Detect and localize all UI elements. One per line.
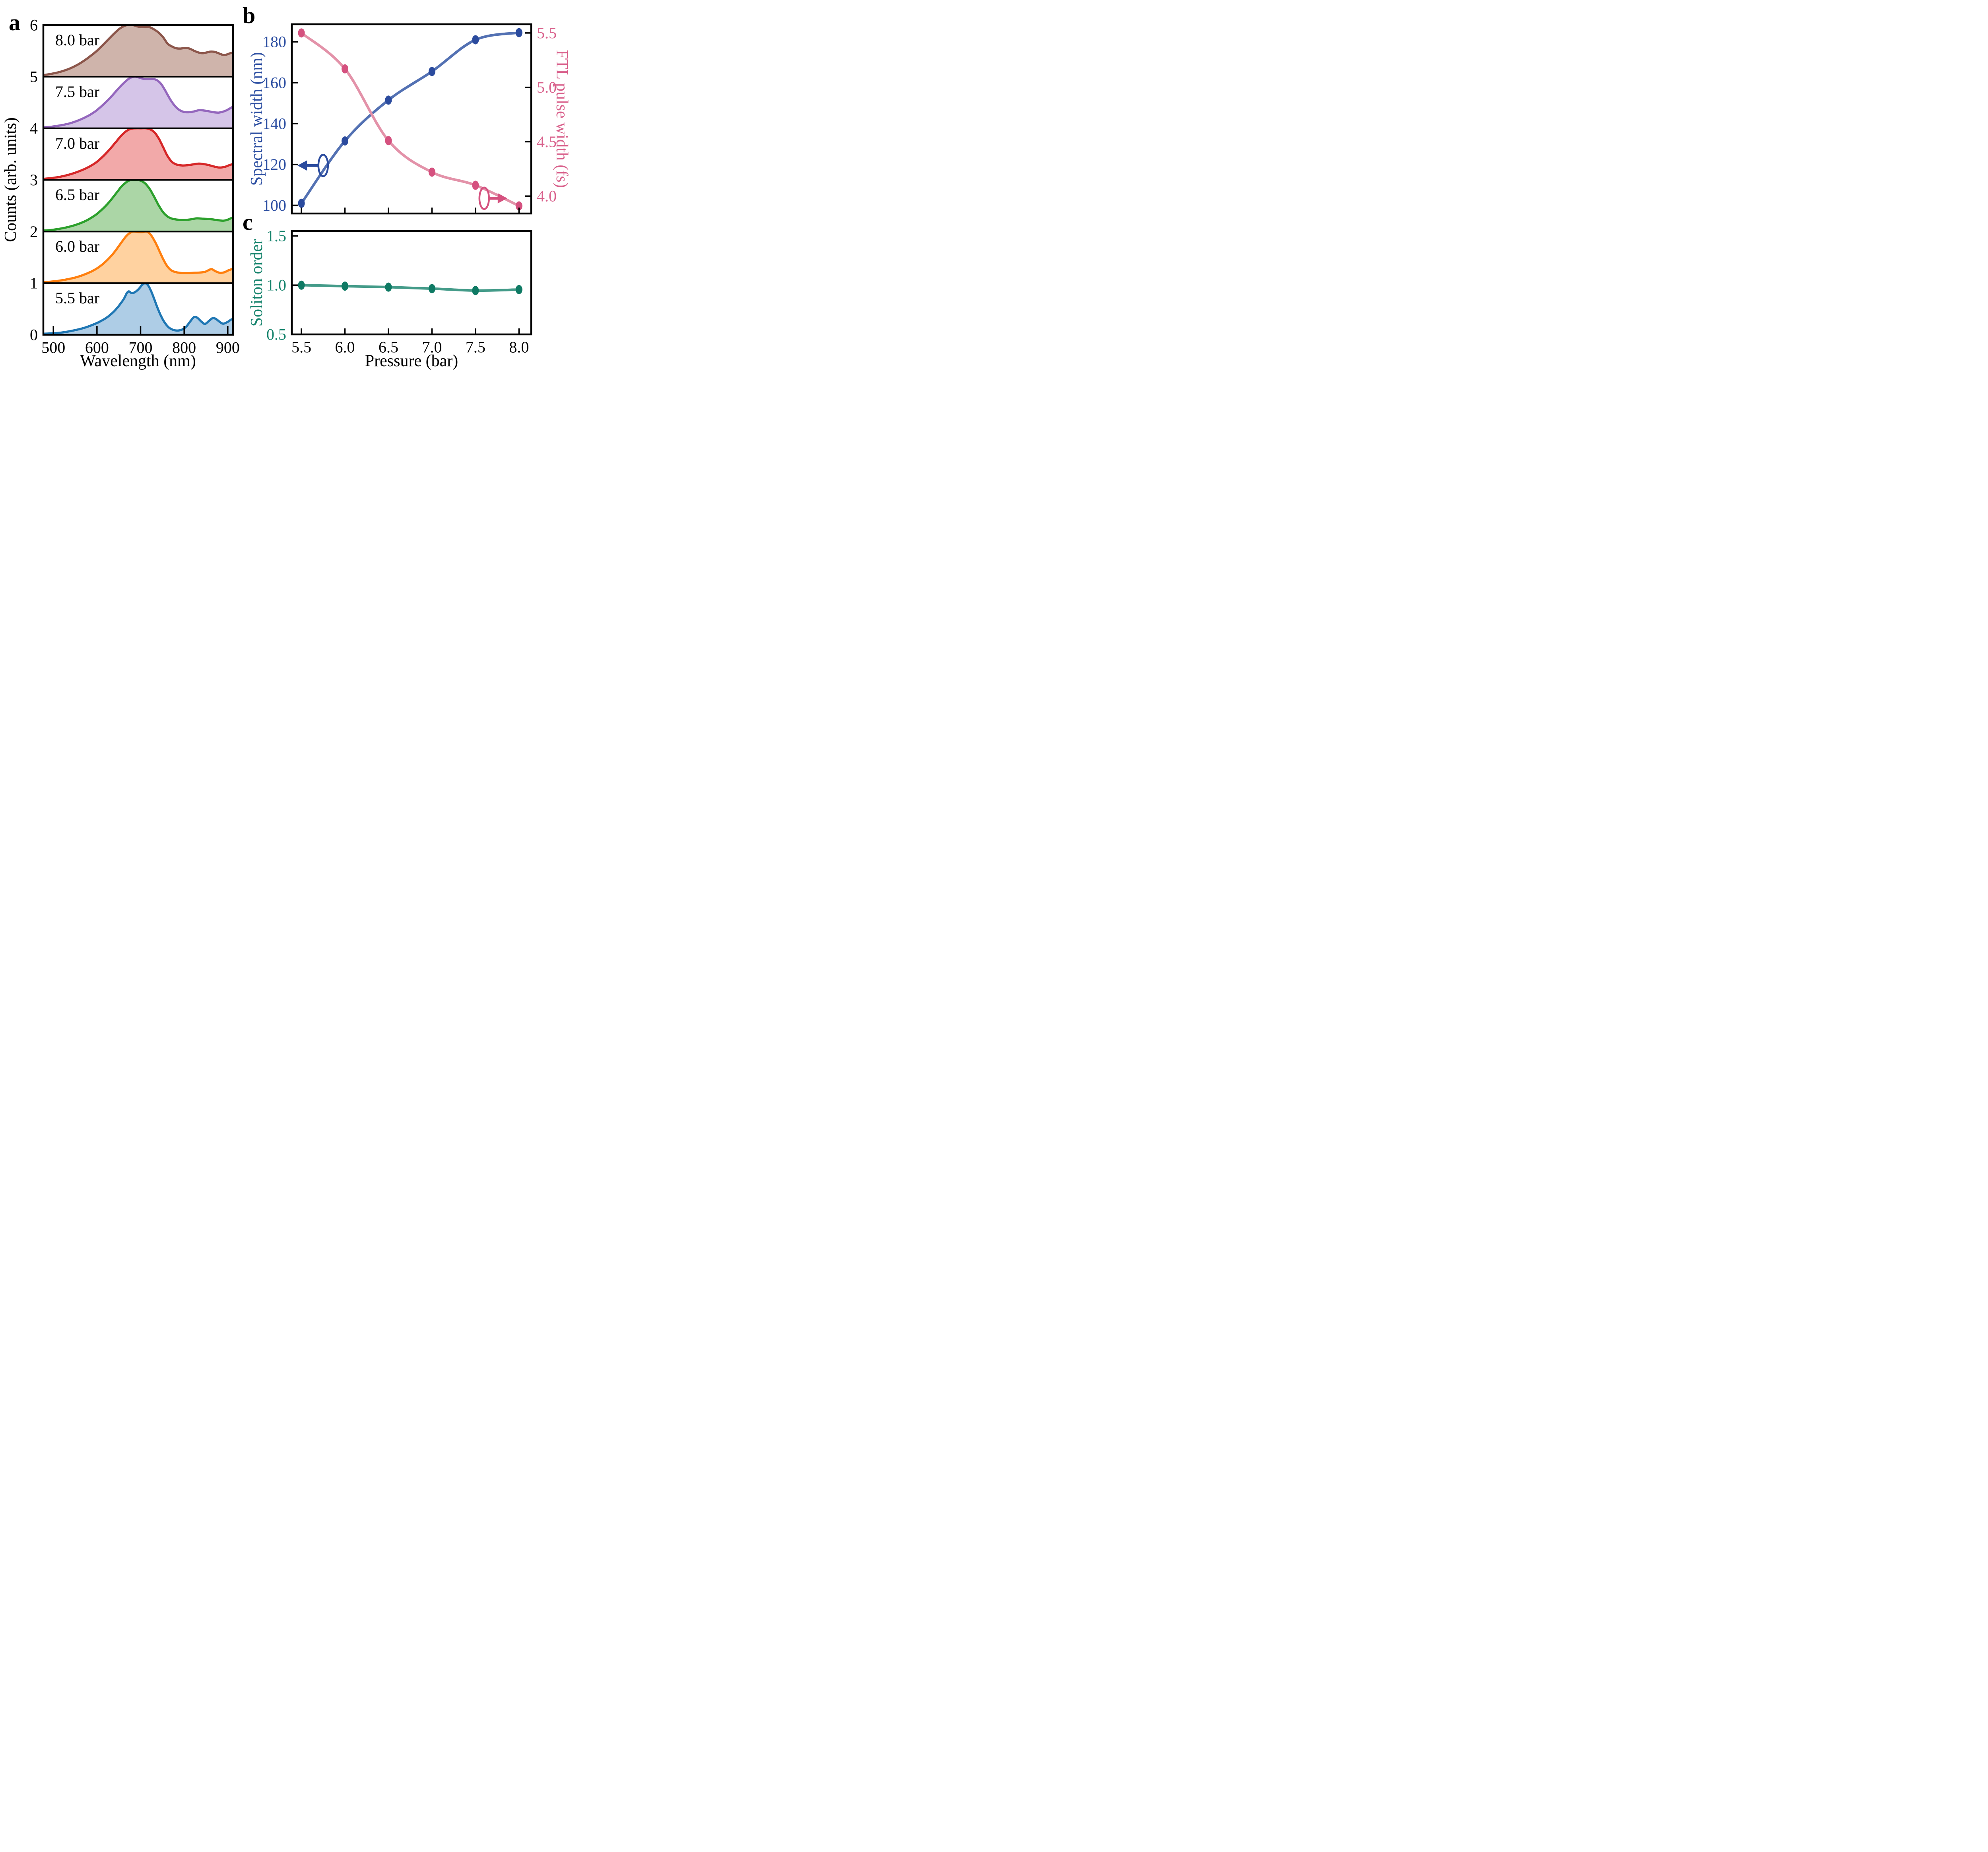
spectrum-label-7-5-bar: 7.5 bar xyxy=(55,83,100,101)
spectrum-area-5-5-bar xyxy=(43,283,233,335)
panel-a-y-axis-title: Counts (arb. units) xyxy=(2,117,20,242)
marker-ftl-pulse-width-6 xyxy=(342,64,349,74)
marker-ftl-pulse-width-8 xyxy=(515,201,522,211)
panel-b-letter: b xyxy=(243,2,256,28)
panel-b-plot: 100 120 140 160 180 4.0 4.5 5.0 5.5 xyxy=(262,24,557,214)
panel-b-right-tick-label-4.5: 4.5 xyxy=(537,133,557,151)
marker-soliton-order-6 xyxy=(342,281,349,291)
panel-c-y-tick-label-1.0: 1.0 xyxy=(266,276,286,294)
panel-c-x-tick-label-7.0: 7.0 xyxy=(422,338,442,356)
marker-soliton-order-6.5 xyxy=(385,282,392,292)
spectrum-label-7-0-bar: 7.0 bar xyxy=(55,134,100,152)
spectrum-line-8-0-bar xyxy=(43,23,233,76)
ftl-axis-pointer-arrow-head xyxy=(497,193,507,204)
spectrum-label-6-5-bar: 6.5 bar xyxy=(55,186,100,204)
marker-spectral-width-7.5 xyxy=(472,35,479,45)
panel-b-frame xyxy=(291,23,532,215)
panel-c-plot: 5.5 6.0 6.5 7.0 7.5 8.0 0.5 1.0 1.5 xyxy=(266,227,529,356)
spectrum-label-5-5-bar: 5.5 bar xyxy=(55,289,100,307)
marker-soliton-order-7.5 xyxy=(472,286,479,295)
panel-c-x-tick-label-6.0: 6.0 xyxy=(335,338,355,356)
figure-root: 0 1 2 3 4 5 6 500 600 700 800 900 100 120 140 160 180 4.0… xyxy=(0,0,571,371)
plots-canvas: 0 1 2 3 4 5 6 500 600 700 800 900 100 120 140 160 180 4.0… xyxy=(30,16,557,357)
panel-a-x-tick-label-900: 900 xyxy=(216,339,240,357)
panel-a-plot: 0 1 2 3 4 5 6 500 600 700 800 900 xyxy=(30,16,240,357)
spectrum-line-5-5-bar xyxy=(43,282,234,335)
panel-c-x-tick-label-7.5: 7.5 xyxy=(466,338,485,356)
marker-ftl-pulse-width-6.5 xyxy=(385,136,392,146)
marker-spectral-width-7 xyxy=(428,67,435,76)
marker-soliton-order-8 xyxy=(515,285,522,294)
panel-b-left-tick-label-100: 100 xyxy=(262,196,286,214)
panel-a-y-tick-label-2: 2 xyxy=(30,223,38,241)
ftl-axis-pointer-ellipse xyxy=(478,186,490,210)
panel-a-y-tick-label-3: 3 xyxy=(30,171,38,189)
spectrum-area-8-0-bar xyxy=(43,25,233,77)
panel-a-y-tick-label-0: 0 xyxy=(30,326,38,344)
spectrum-line-7-0-bar xyxy=(43,127,233,180)
series-line-ftl-pulse-width xyxy=(300,31,520,208)
spectrum-area-6-0-bar xyxy=(43,231,233,283)
panel-b-right-tick-label-4.0: 4.0 xyxy=(537,187,557,205)
spectral-width-axis-pointer-arrow-head xyxy=(297,160,307,171)
series-line-soliton-order xyxy=(300,283,520,292)
panel-c-y-axis-title: Soliton order xyxy=(248,239,266,327)
spectrum-line-6-5-bar xyxy=(43,179,233,232)
panel-a-y-tick-label-5: 5 xyxy=(30,68,38,85)
marker-ftl-pulse-width-7 xyxy=(428,167,435,177)
panel-a-y-tick-label-4: 4 xyxy=(30,119,38,137)
marker-soliton-order-5.5 xyxy=(298,280,305,290)
panel-b-left-tick-label-140: 140 xyxy=(262,115,286,132)
panel-b-left-tick-label-160: 160 xyxy=(262,74,286,92)
marker-ftl-pulse-width-7.5 xyxy=(472,181,479,190)
panel-a-y-tick-label-1: 1 xyxy=(30,274,38,292)
panel-b-right-tick-label-5.5: 5.5 xyxy=(537,24,557,42)
panel-c-x-axis-title: Pressure (bar) xyxy=(365,352,458,370)
panel-a-y-tick-label-6: 6 xyxy=(30,16,38,34)
marker-ftl-pulse-width-5.5 xyxy=(298,28,305,38)
panel-c-frame xyxy=(291,230,532,336)
marker-spectral-width-6.5 xyxy=(385,95,392,105)
panel-b-right-axis-title: FTL pulse width (fs) xyxy=(553,50,571,188)
spectrum-line-7-5-bar xyxy=(43,75,234,128)
panel-b-left-tick-label-180: 180 xyxy=(262,33,286,51)
panel-c-letter: c xyxy=(243,209,253,235)
panel-a-x-tick-label-800: 800 xyxy=(172,339,196,357)
panel-b-left-axis-title: Spectral width (nm) xyxy=(248,52,266,186)
marker-soliton-order-7 xyxy=(428,284,435,293)
panel-c-x-tick-label-8.0: 8.0 xyxy=(509,338,529,356)
marker-spectral-width-5.5 xyxy=(298,198,305,208)
spectral-width-axis-pointer-ellipse xyxy=(317,153,329,177)
panel-c-x-tick-label-5.5: 5.5 xyxy=(291,338,311,356)
panel-a-x-tick-label-500: 500 xyxy=(41,339,65,357)
panel-c-y-tick-label-1.5: 1.5 xyxy=(266,227,286,245)
spectrum-line-6-0-bar xyxy=(43,230,233,283)
spectrum-label-8-0-bar: 8.0 bar xyxy=(55,31,100,49)
panel-a-x-axis-title: Wavelength (nm) xyxy=(80,352,196,370)
panel-b-right-tick-label-5.0: 5.0 xyxy=(537,78,557,96)
panel-c-y-tick-label-0.5: 0.5 xyxy=(266,326,286,344)
panel-a-x-tick-label-600: 600 xyxy=(85,339,109,357)
panel-a-x-tick-label-700: 700 xyxy=(129,339,153,357)
panel-a-letter: a xyxy=(9,10,20,35)
panel-a-frame xyxy=(42,24,234,336)
panel-c-x-tick-label-6.5: 6.5 xyxy=(379,338,398,356)
panel-b-left-tick-label-120: 120 xyxy=(262,155,286,173)
spectrum-label-6-0-bar: 6.0 bar xyxy=(55,237,100,255)
marker-spectral-width-8 xyxy=(515,28,522,37)
marker-spectral-width-6 xyxy=(342,136,349,146)
